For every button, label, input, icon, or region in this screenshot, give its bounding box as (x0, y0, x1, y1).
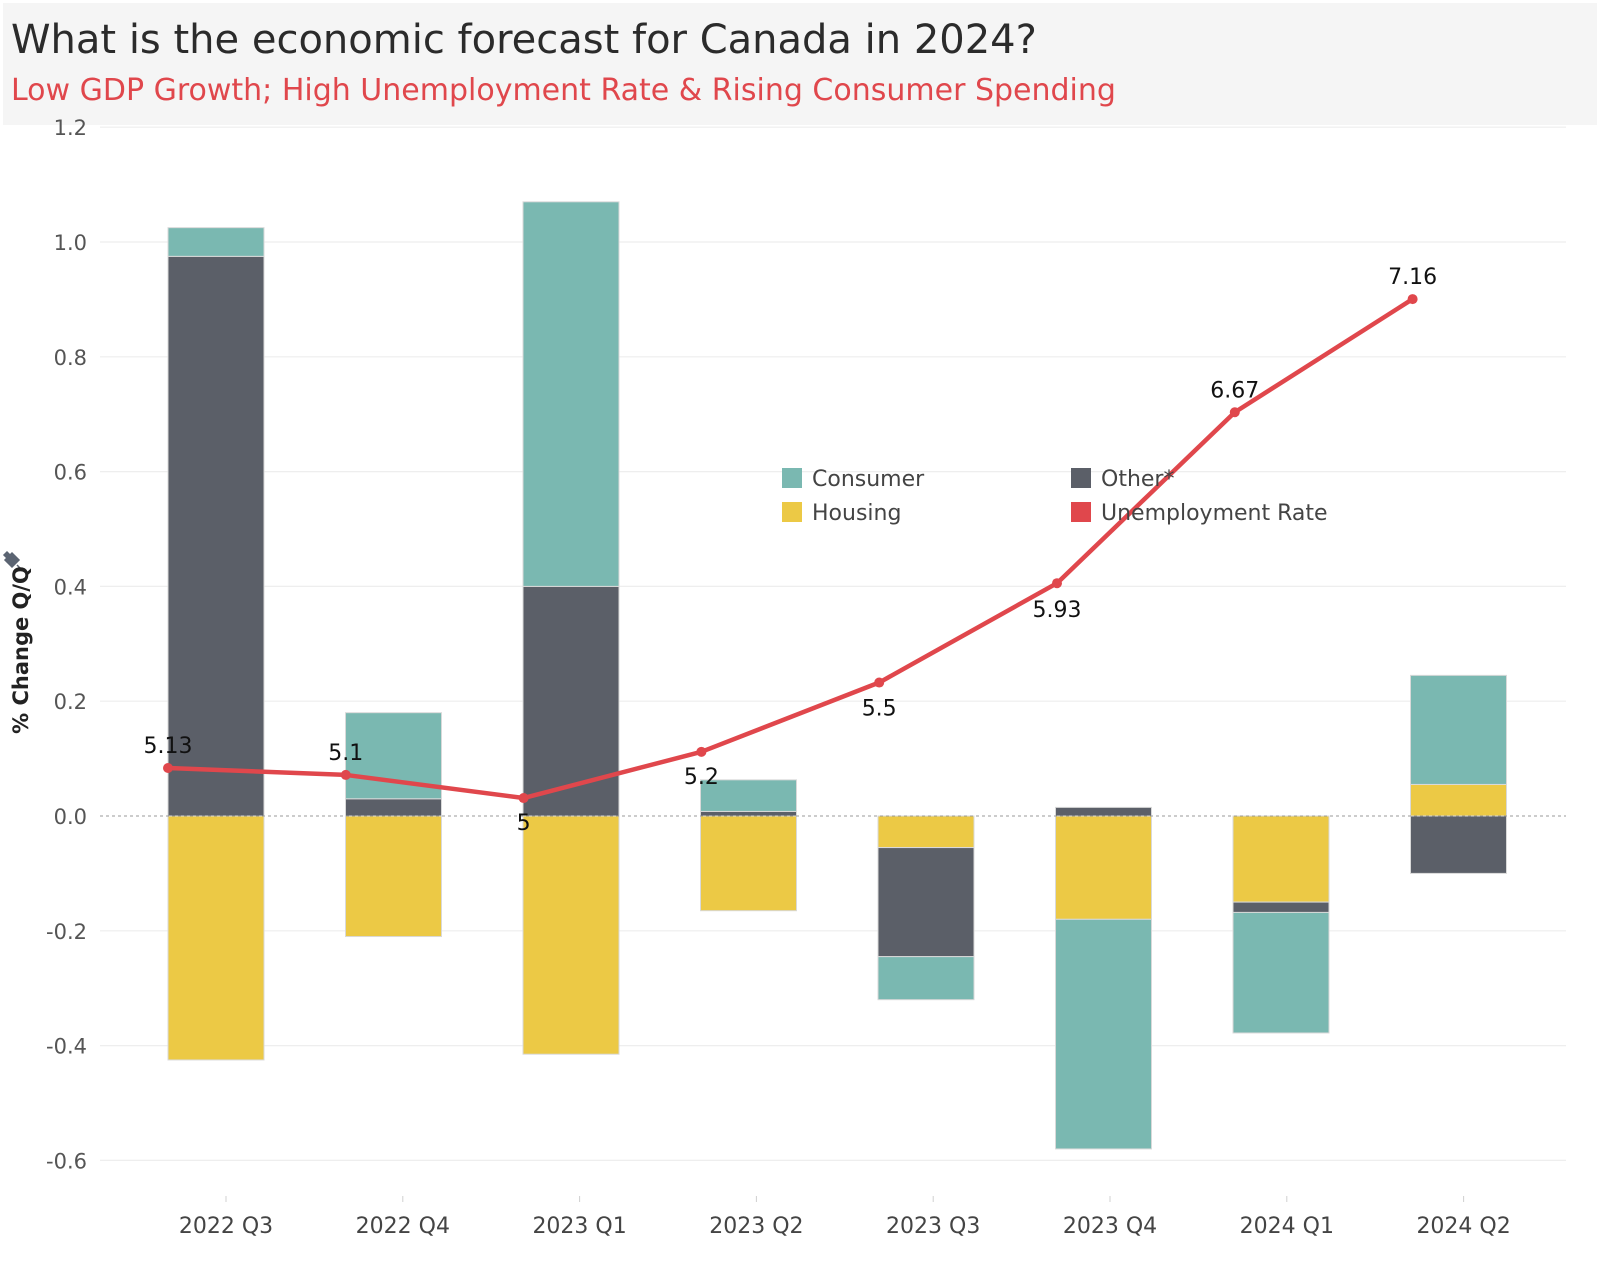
x-tick-label: 2023 Q3 (886, 1214, 980, 1239)
bar-consumer[interactable] (1232, 911, 1330, 1034)
bar-consumer[interactable] (1055, 918, 1152, 1150)
y-tick-label: 0.4 (54, 575, 87, 599)
bar-housing[interactable] (700, 815, 797, 912)
bar-other[interactable] (700, 810, 797, 817)
y-tick-label: 1.2 (54, 116, 87, 140)
x-tick-label: 2022 Q3 (179, 1214, 273, 1239)
unemployment-polyline (167, 297, 1414, 801)
page-title: What is the economic forecast for Canada… (11, 17, 1037, 63)
unemployment-point[interactable] (163, 763, 173, 773)
y-tick-label: 0.2 (54, 690, 87, 714)
legend-label-consumer: Consumer (812, 467, 925, 492)
bar-consumer[interactable] (700, 779, 797, 812)
x-tick-label: 2023 Q2 (709, 1214, 803, 1239)
unemployment-point-label: 5.1 (328, 741, 363, 766)
unemployment-point[interactable] (1052, 578, 1062, 589)
unemployment-line: 5.13 5.1 5 5.2 5.5 5.93 6.67 7.16 (144, 265, 1438, 836)
legend-swatch-unemployment (1071, 502, 1091, 522)
y-axis-title: % Change Q/Q (2, 550, 33, 734)
header-panel: What is the economic forecast for Canada… (3, 3, 1597, 125)
bar-other[interactable] (1410, 815, 1507, 874)
legend-label-other: Other* (1101, 467, 1174, 492)
unemployment-point[interactable] (340, 769, 351, 780)
bar-housing[interactable] (167, 815, 265, 1061)
legend-label-housing: Housing (812, 501, 901, 526)
x-tick-label: 2024 Q2 (1416, 1214, 1510, 1239)
unemployment-point-label: 5.13 (144, 734, 193, 759)
bars (167, 201, 1507, 1150)
bar-consumer[interactable] (877, 956, 975, 1001)
unemployment-point-label: 5.93 (1033, 598, 1082, 623)
unemployment-point-label: 5 (517, 811, 531, 836)
x-tick-label: 2023 Q1 (532, 1214, 626, 1239)
bar-housing[interactable] (522, 815, 620, 1055)
bar-other[interactable] (345, 798, 442, 817)
unemployment-point-label: 5.5 (862, 697, 897, 722)
unemployment-point-label: 6.67 (1210, 378, 1259, 403)
legend-swatch-housing (782, 502, 802, 522)
page-subtitle: Low GDP Growth; High Unemployment Rate &… (11, 73, 1116, 108)
unemployment-point-label: 5.2 (684, 765, 719, 790)
unemployment-point[interactable] (1407, 294, 1418, 305)
bar-other[interactable] (1055, 806, 1152, 817)
legend: Consumer Other* Housing Unemployment Rat… (782, 467, 1328, 526)
pin-icon[interactable] (2, 550, 24, 572)
y-tick-label: 1.0 (54, 231, 87, 255)
gridlines (100, 126, 1566, 1162)
x-tick-label: 2022 Q4 (356, 1214, 450, 1239)
y-tick-label: -0.6 (46, 1149, 87, 1173)
y-tick-label: 0.6 (54, 461, 87, 485)
unemployment-point-label: 7.16 (1388, 265, 1437, 290)
bar-housing[interactable] (1232, 815, 1330, 903)
bar-housing[interactable] (345, 815, 442, 938)
bar-other[interactable] (877, 847, 975, 958)
bar-other[interactable] (522, 585, 620, 817)
bar-consumer[interactable] (167, 227, 265, 257)
unemployment-point[interactable] (696, 746, 707, 757)
unemployment-point[interactable] (874, 677, 885, 688)
y-axis-ticks: 1.2 1.0 0.8 0.6 0.4 0.2 0.0 -0.2 -0.4 -0.6 (46, 116, 87, 1173)
bar-housing[interactable] (1055, 815, 1152, 920)
y-tick-label: -0.2 (46, 920, 87, 944)
bar-consumer[interactable] (522, 201, 620, 587)
y-tick-label: 0.0 (54, 805, 87, 829)
bar-other[interactable] (167, 255, 265, 817)
y-tick-label: -0.4 (46, 1035, 87, 1059)
bar-other[interactable] (1232, 901, 1330, 913)
legend-label-unemployment: Unemployment Rate (1101, 501, 1328, 526)
bar-consumer[interactable] (1410, 674, 1507, 785)
unemployment-point[interactable] (1229, 407, 1240, 418)
x-axis-ticks: 2022 Q3 2022 Q4 2023 Q1 2023 Q2 2023 Q3 2023 … (179, 1196, 1511, 1239)
bar-housing[interactable] (1410, 783, 1507, 817)
bar-housing[interactable] (877, 815, 975, 849)
x-tick-label: 2023 Q4 (1063, 1214, 1157, 1239)
y-tick-label: 0.8 (54, 346, 87, 370)
legend-swatch-consumer (782, 468, 802, 488)
legend-swatch-other (1071, 468, 1091, 488)
y-axis-label: % Change Q/Q (9, 566, 33, 734)
x-tick-label: 2024 Q1 (1240, 1214, 1334, 1239)
unemployment-point[interactable] (518, 793, 529, 804)
